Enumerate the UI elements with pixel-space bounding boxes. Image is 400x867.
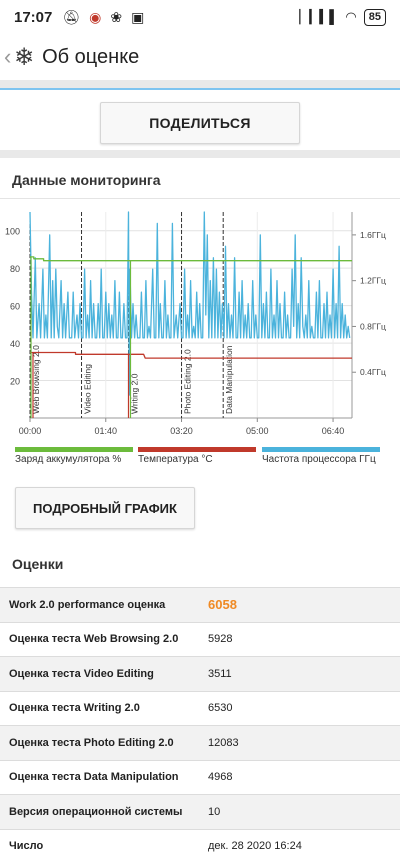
temperature-series-line — [30, 351, 352, 359]
scores-title: Оценки — [12, 556, 64, 572]
status-time: 17:07 — [14, 8, 53, 26]
score-row: Оценка теста Web Browsing 2.0 5928 — [0, 621, 400, 656]
phase-label: Video Editing — [83, 364, 93, 414]
y-tick-label: 20 — [10, 377, 20, 387]
app-bar: ‹ ❄ Об оценке — [0, 34, 400, 80]
share-card: ПОДЕЛИТЬСЯ — [0, 88, 400, 150]
gallery-icon: ▣ — [131, 8, 145, 25]
score-label: Версия операционной системы — [9, 805, 183, 818]
legend-battery-swatch — [15, 447, 133, 452]
legend-frequency-swatch — [262, 447, 380, 452]
battery-indicator: 85 — [363, 8, 386, 26]
score-value: 6058 — [208, 597, 237, 613]
fan-icon: ❀ — [110, 8, 123, 25]
legend-frequency-label: Частота процессора ГГц — [262, 454, 376, 465]
score-row: Work 2.0 performance оценка 6058 — [0, 587, 400, 622]
right-tick-label: 1.6ГГц — [360, 230, 386, 240]
score-value: 3511 — [208, 667, 232, 680]
score-row: Число дек. 28 2020 16:24 — [0, 828, 400, 863]
status-bar: 17:07 🔕︎ ◉ ❀ ▣ ▏▎▍▌ ◠ 85 — [0, 0, 400, 34]
score-row: Версия операционной системы 10 — [0, 794, 400, 829]
page-title: Об оценке — [42, 45, 140, 68]
score-row: Оценка теста Video Editing 3511 — [0, 656, 400, 691]
share-button[interactable]: ПОДЕЛИТЬСЯ — [100, 102, 300, 144]
score-value: дек. 28 2020 16:24 — [208, 840, 302, 853]
legend-temperature: Температура °C — [138, 447, 256, 467]
score-value: 6530 — [208, 702, 233, 715]
notifications-off-icon: 🔕︎ — [62, 8, 81, 25]
score-value: 4968 — [208, 771, 233, 784]
score-label: Оценка теста Video Editing — [9, 667, 154, 680]
x-tick-label: 06:40 — [322, 426, 345, 436]
score-row: Оценка теста Photo Editing 2.0 12083 — [0, 725, 400, 760]
x-tick-label: 03:20 — [170, 426, 193, 436]
y-tick-label: 40 — [10, 339, 20, 349]
phase-label: Writing 2.0 — [129, 373, 139, 414]
score-label: Число — [9, 840, 44, 853]
legend-frequency: Частота процессора ГГц — [262, 447, 380, 467]
scores-table: Work 2.0 performance оценка 6058 Оценка те… — [0, 587, 400, 863]
signal-icon: ▏▎▍▌ — [299, 9, 339, 24]
score-label: Оценка теста Web Browsing 2.0 — [9, 633, 179, 646]
score-value: 12083 — [208, 736, 239, 749]
score-value: 10 — [208, 805, 221, 818]
phase-label: Data Manipulation — [224, 345, 234, 414]
x-tick-label: 01:40 — [94, 426, 117, 436]
right-tick-label: 1.2ГГц — [360, 276, 386, 286]
score-label: Оценка теста Data Manipulation — [9, 771, 179, 784]
legend-battery: Заряд аккумулятора % — [15, 447, 133, 467]
frequency-series-line — [29, 211, 351, 396]
results-card: Данные мониторинга 20 40 60 80 100 0.4ГГц 0.8Г… — [0, 158, 400, 867]
y-tick-label: 100 — [5, 227, 20, 237]
monitoring-title: Данные мониторинга — [12, 172, 161, 188]
chart-legend: Заряд аккумулятора % Температура °C Част… — [0, 447, 400, 469]
y-tick-label: 80 — [10, 264, 20, 274]
divider — [0, 198, 400, 199]
legend-temperature-swatch — [138, 447, 256, 452]
phase-label: Photo Editing 2.0 — [183, 349, 193, 414]
detailed-chart-button[interactable]: ПОДРОБНЫЙ ГРАФИК — [15, 487, 195, 529]
battery-series-line — [30, 256, 352, 262]
score-label: Work 2.0 performance оценка — [9, 598, 166, 611]
back-icon[interactable]: ‹ — [4, 44, 12, 69]
right-tick-label: 0.8ГГц — [360, 321, 386, 331]
score-row: Оценка теста Writing 2.0 6530 — [0, 690, 400, 725]
score-label: Оценка теста Writing 2.0 — [9, 702, 140, 715]
snowflake-logo-icon: ❄ — [14, 43, 35, 71]
wifi-icon: ◠ — [345, 9, 357, 24]
score-row: Оценка теста Data Manipulation 4968 — [0, 759, 400, 794]
x-tick-label: 00:00 — [19, 426, 42, 436]
score-value: 5928 — [208, 633, 233, 646]
phase-label: Web Browsing 2.0 — [31, 345, 41, 414]
right-tick-label: 0.4ГГц — [360, 367, 386, 377]
monitoring-chart: 20 40 60 80 100 0.4ГГц 0.8ГГц 1.2ГГц 1.6ГГц 00:00… — [5, 211, 386, 436]
legend-temperature-label: Температура °C — [138, 454, 213, 465]
y-tick-label: 60 — [10, 302, 20, 312]
score-label: Оценка теста Photo Editing 2.0 — [9, 736, 174, 749]
app-notification-icon: ◉ — [89, 8, 102, 25]
legend-battery-label: Заряд аккумулятора % — [15, 454, 122, 465]
x-tick-label: 05:00 — [246, 426, 269, 436]
